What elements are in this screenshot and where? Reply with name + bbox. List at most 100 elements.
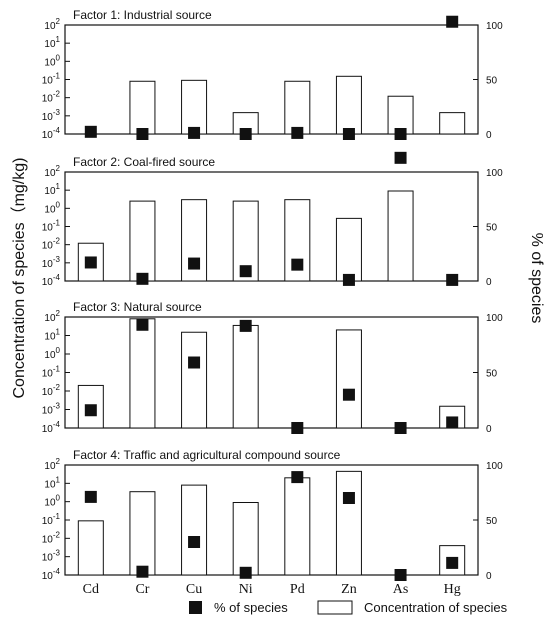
left-tick-label: 10-4 [42, 126, 61, 141]
marker-zn [342, 273, 355, 286]
left-tick-label: 10-3 [42, 402, 61, 417]
right-tick-label: 0 [486, 277, 492, 288]
bar-as [387, 190, 414, 282]
bar-zn [335, 329, 362, 429]
marker-cd [84, 490, 97, 503]
marker-cd [84, 256, 97, 269]
left-tick-label: 101 [44, 475, 60, 490]
left-tick-exponent: 0 [56, 494, 61, 503]
left-tick-exponent: -4 [53, 126, 61, 135]
marker-cd [84, 125, 97, 138]
left-tick-label: 101 [44, 182, 60, 197]
left-tick-exponent: -3 [53, 549, 61, 558]
bar-zn [335, 217, 362, 282]
left-tick-label: 10-1 [42, 72, 61, 87]
left-tick-label: 102 [44, 17, 60, 32]
category-label-cr: Cr [135, 582, 149, 597]
marker-hg [446, 273, 459, 286]
left-tick-label: 100 [44, 346, 60, 361]
bar-hg [439, 112, 466, 135]
legend-marker-label: % of species [214, 600, 288, 615]
marker-cr [136, 128, 149, 140]
right-tick-label: 50 [486, 516, 498, 527]
panel-frame [64, 24, 479, 135]
bar-zn [335, 75, 362, 135]
left-tick-exponent: -3 [53, 402, 61, 411]
left-tick-label: 101 [44, 328, 60, 343]
marker-ni [239, 265, 252, 278]
left-tick-exponent: -2 [53, 383, 61, 392]
category-label-cu: Cu [186, 582, 202, 597]
right-tick-label: 0 [486, 424, 492, 435]
left-tick-label: 10-1 [42, 512, 61, 527]
left-tick-label: 102 [44, 164, 60, 179]
marker-ni [239, 566, 252, 579]
category-label-cd: Cd [83, 582, 99, 597]
marker-cu [188, 356, 201, 369]
right-axis-title: % of species [528, 233, 545, 324]
bar-pd [284, 80, 311, 135]
bar-as [387, 95, 414, 135]
left-tick-label: 10-3 [42, 108, 61, 123]
left-tick-exponent: -2 [53, 530, 61, 539]
left-tick-exponent: 1 [56, 35, 61, 44]
marker-as [394, 422, 407, 434]
left-tick-exponent: -4 [53, 273, 61, 282]
left-tick-label: 102 [44, 457, 60, 472]
marker-cr [136, 318, 149, 331]
left-tick-exponent: 1 [56, 182, 61, 191]
left-tick-exponent: 0 [56, 53, 61, 62]
left-tick-label: 10-2 [42, 90, 61, 105]
marker-hg [446, 15, 459, 28]
bar-cr [129, 200, 156, 282]
marker-zn [342, 128, 355, 140]
right-tick-label: 50 [486, 369, 498, 380]
left-tick-label: 100 [44, 53, 60, 68]
right-tick-label: 50 [486, 223, 498, 234]
category-label-ni: Ni [239, 582, 253, 597]
left-tick-label: 10-4 [42, 273, 61, 288]
left-tick-exponent: -1 [53, 219, 61, 228]
left-axis-title: Concentration of species（mg/kg) [10, 157, 28, 398]
marker-cr [136, 272, 149, 285]
left-tick-label: 10-2 [42, 383, 61, 398]
panel-frame [64, 464, 479, 576]
left-tick-exponent: -2 [53, 237, 61, 246]
panel-frame [64, 171, 479, 282]
category-label-zn: Zn [341, 582, 357, 597]
category-label-pd: Pd [290, 582, 305, 597]
left-tick-exponent: 1 [56, 328, 61, 337]
bar-cu [181, 79, 208, 135]
marker-as [394, 128, 407, 140]
right-tick-label: 0 [486, 571, 492, 582]
left-tick-label: 100 [44, 200, 60, 215]
panel-2: Factor 2: Coal-fired source10-410-310-21… [42, 151, 503, 288]
marker-as [394, 569, 407, 581]
left-tick-exponent: -3 [53, 255, 61, 264]
left-tick-exponent: -3 [53, 108, 61, 117]
left-tick-exponent: 1 [56, 475, 61, 484]
bar-cd [77, 520, 104, 576]
marker-cu [188, 126, 201, 139]
legend-bar-label: Concentration of species [364, 600, 508, 615]
category-label-hg: Hg [444, 582, 461, 597]
panel-title: Factor 3: Natural source [73, 300, 202, 314]
left-tick-exponent: -1 [53, 365, 61, 374]
panels: Factor 1: Industrial source10-410-310-21… [42, 8, 503, 582]
panel-frame [64, 316, 479, 429]
legend-marker-swatch [189, 601, 202, 614]
bar-ni [232, 502, 259, 576]
legend: % of species Concentration of species [189, 600, 508, 615]
right-tick-label: 0 [486, 130, 492, 141]
left-tick-exponent: 2 [56, 17, 61, 26]
left-tick-label: 10-2 [42, 237, 61, 252]
marker-pd [291, 258, 304, 271]
left-tick-label: 10-3 [42, 255, 61, 270]
bar-pd [284, 477, 311, 576]
category-labels: Cd Cr Cu Ni Pd Zn As Hg [83, 582, 461, 597]
marker-zn [342, 388, 355, 401]
left-tick-exponent: 0 [56, 346, 61, 355]
left-tick-exponent: 0 [56, 200, 61, 209]
right-tick-label: 100 [486, 21, 503, 32]
